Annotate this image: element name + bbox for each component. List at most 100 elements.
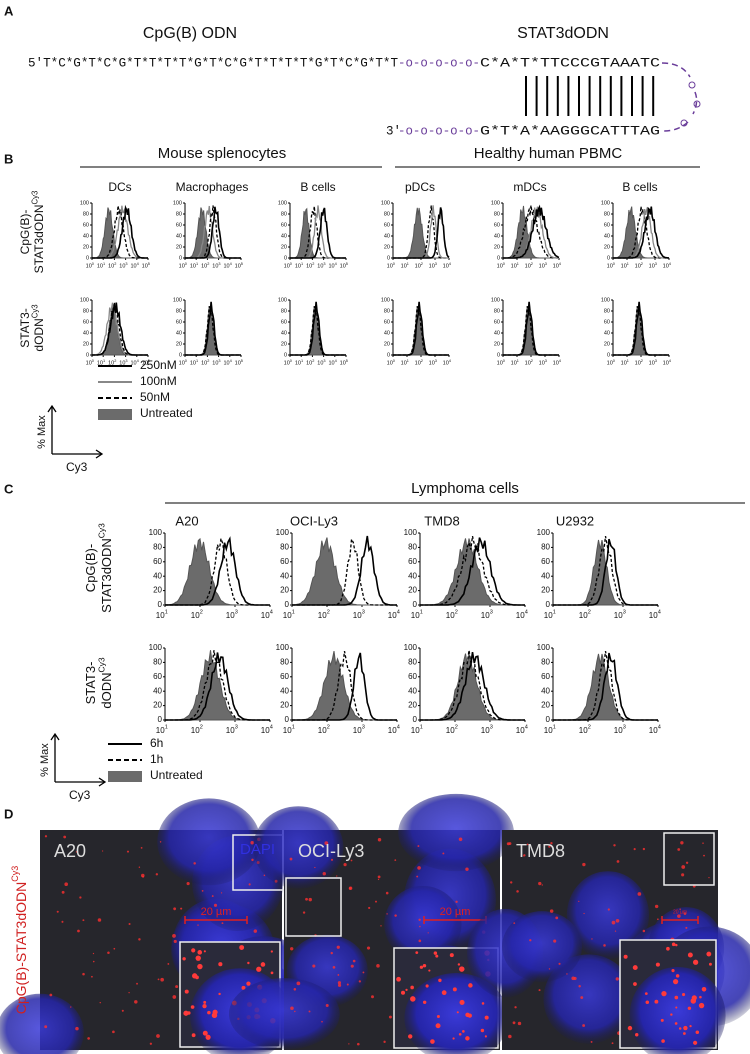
signal-dot [218, 962, 223, 967]
signal-dot [419, 925, 421, 928]
y-tick-label: 80 [494, 308, 500, 314]
y-tick-label: 60 [384, 222, 390, 228]
legend-label: 100nM [140, 374, 177, 388]
signal-dot [343, 863, 347, 867]
nucleus [404, 973, 509, 1054]
y-tick-label: 100 [173, 297, 182, 303]
x-tick-label: 102 [415, 262, 423, 270]
y-tick-label: 20 [176, 244, 182, 250]
signal-dot [675, 1006, 678, 1009]
side-label-main: CpG(B)-STAT3dODN [13, 882, 29, 1015]
base-pairs [525, 76, 655, 116]
signal-dot [410, 997, 415, 1002]
signal-dot [348, 1043, 350, 1045]
signal-dot [675, 974, 680, 978]
signal-dot [484, 1035, 487, 1038]
tick-exp: 0 [613, 262, 615, 266]
signal-dot [671, 969, 675, 973]
stain-label: DAPI [240, 841, 275, 858]
x-tick-label: 101 [401, 359, 409, 367]
legend-label: 250nM [140, 358, 177, 372]
y-tick-label: 80 [384, 211, 390, 217]
x-tick-label: 100 [179, 262, 187, 270]
signal-dot [523, 854, 526, 857]
tick-exp: 1 [420, 725, 423, 731]
signal-dot [400, 990, 406, 995]
signal-dot [637, 892, 642, 896]
tick-base: 10 [553, 361, 559, 367]
signal-dot [305, 897, 308, 901]
tick-exp: 1 [407, 262, 409, 266]
scale-label: 20 µm [440, 906, 471, 918]
signal-dot [512, 1021, 516, 1025]
row-label: CpG(B)-STAT3dODNCy3 [18, 191, 46, 274]
signal-dot [61, 920, 64, 923]
image-label: OCI-Ly3 [298, 841, 364, 861]
signal-dot [160, 977, 164, 982]
x-tick-label: 103 [317, 262, 325, 270]
tick-exp: 3 [218, 359, 220, 363]
tick-base: 10 [621, 361, 627, 367]
x-tick-label: 102 [635, 262, 643, 270]
histogram-curve [503, 301, 559, 356]
axis-title: Cy3 [66, 460, 88, 474]
tick-exp: 4 [397, 725, 400, 731]
column-label: B cells [622, 180, 657, 194]
tick-base: 10 [663, 361, 669, 367]
signal-dot [102, 850, 104, 852]
column-label: pDCs [405, 180, 435, 194]
signal-dot [44, 1025, 48, 1029]
x-tick-label: 102 [318, 610, 330, 620]
y-tick-label: 60 [494, 319, 500, 325]
signal-dot [607, 908, 610, 911]
tick-base: 10 [156, 611, 165, 620]
tick-exp: 1 [301, 262, 303, 266]
signal-dot [350, 964, 354, 968]
tick-base: 10 [201, 264, 207, 270]
signal-dot [99, 1001, 101, 1004]
y-tick-label: 0 [86, 255, 89, 261]
tick-exp: 4 [137, 262, 140, 266]
x-tick-label: 100 [607, 262, 615, 270]
x-tick-label: 105 [142, 262, 150, 270]
signal-dot [583, 912, 585, 915]
y-tick-label: 40 [280, 686, 289, 695]
signal-dot [371, 995, 374, 999]
tick-base: 10 [579, 611, 588, 620]
signal-dot [632, 965, 638, 971]
signal-dot [615, 918, 620, 923]
y-tick-label: 100 [381, 200, 390, 206]
histogram-curve [420, 653, 525, 721]
signal-dot [616, 860, 620, 863]
tick-base: 10 [295, 361, 301, 367]
y-tick-label: 60 [384, 319, 390, 325]
signal-dot [418, 918, 421, 921]
tick-base: 10 [607, 361, 613, 367]
signal-dot [517, 1021, 522, 1026]
tick-base: 10 [525, 361, 531, 367]
scale-label: 20 µm [673, 909, 687, 915]
signal-dot [63, 835, 67, 839]
tick-exp: 1 [292, 610, 295, 616]
x-tick-label: 105 [235, 359, 243, 367]
sequence: G*T*A*AAGGGCATTTAG [480, 124, 660, 138]
tick-exp: 1 [103, 359, 105, 363]
signal-dot [428, 969, 431, 972]
signal-dot [383, 1040, 386, 1044]
signal-dot [270, 950, 273, 953]
signal-dot [674, 995, 679, 1000]
signal-dot [682, 1032, 686, 1035]
tick-exp: 0 [613, 359, 615, 363]
nucleus [566, 871, 650, 960]
signal-dot [427, 932, 429, 934]
signal-dot [356, 1042, 360, 1046]
tick-exp: 4 [270, 725, 273, 731]
tick-base: 10 [353, 611, 362, 620]
linker: -o-o-o-o-o- [398, 56, 480, 70]
tick-base: 10 [607, 264, 613, 270]
tick-exp: 4 [658, 610, 661, 616]
tick-base: 10 [511, 361, 517, 367]
histogram-curve [185, 205, 241, 259]
x-tick-label: 104 [130, 359, 139, 367]
signal-dot [419, 965, 424, 969]
